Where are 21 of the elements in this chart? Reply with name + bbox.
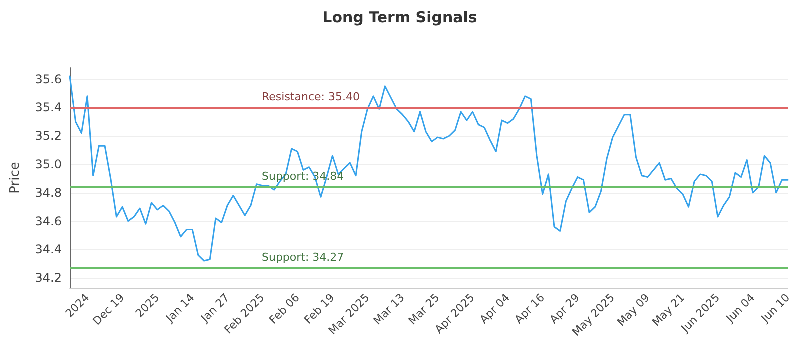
x-tick-label: Dec 19 [90, 291, 128, 328]
y-tick-label: 35.0 [35, 158, 62, 172]
y-tick-label: 34.8 [35, 186, 62, 200]
y-tick-label: 35.4 [35, 100, 62, 115]
chart-title: Long Term Signals [322, 8, 478, 26]
line-series [69, 76, 789, 262]
ref-line-label: Resistance: 35.40 [262, 90, 360, 104]
x-tick-label: Jan 14 [162, 291, 198, 326]
ref-line-label: Support: 34.27 [262, 251, 344, 264]
x-tick-label: Mar 13 [371, 291, 408, 328]
y-tick-label: 34.2 [35, 271, 62, 286]
x-tick-label: Apr 04 [477, 291, 512, 326]
x-tick-label: Feb 06 [266, 291, 302, 327]
y-tick-label: 34.6 [35, 214, 62, 228]
x-tick-label: Apr 16 [512, 291, 548, 326]
y-axis-title: Price [8, 162, 23, 194]
y-tick-label: 34.4 [35, 242, 62, 257]
y-tick-label: 35.2 [35, 129, 62, 144]
x-tick-label: Jun 10 [758, 291, 793, 326]
y-tick-label: 35.6 [35, 72, 62, 86]
x-tick-label: Jun 04 [723, 291, 758, 326]
